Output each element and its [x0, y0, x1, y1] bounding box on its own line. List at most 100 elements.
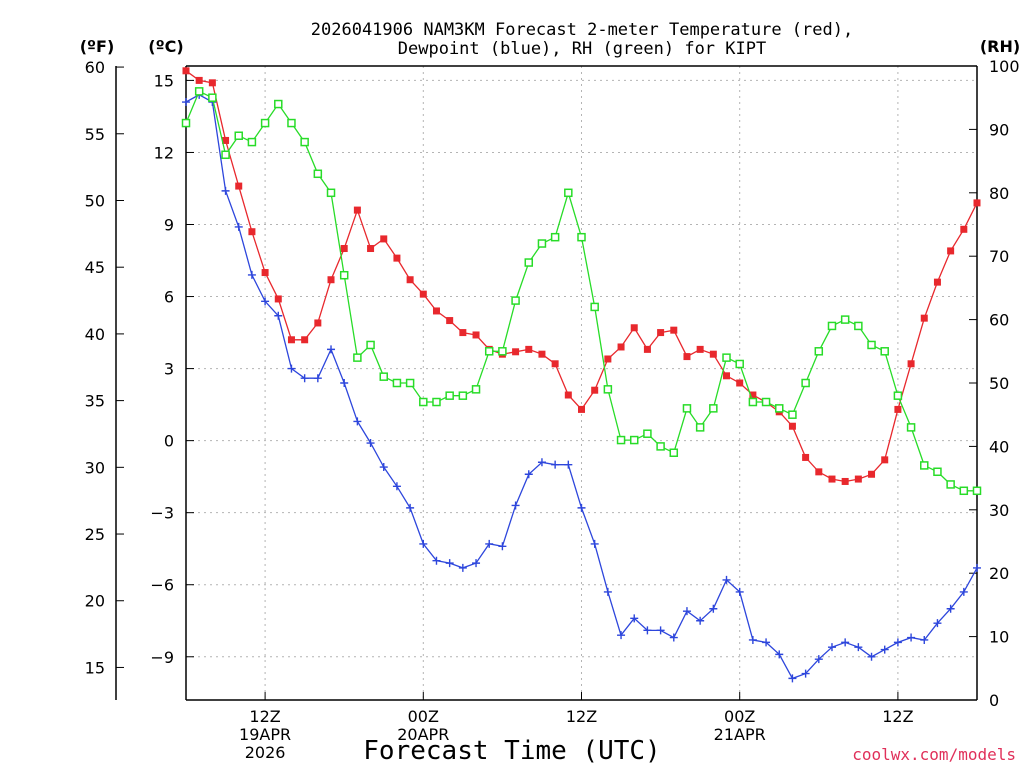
rh-point: [669, 448, 679, 457]
temperature-point: [274, 295, 282, 303]
dewpoint-point: [419, 539, 428, 548]
temperature-point: [881, 456, 889, 464]
rh-point: [353, 353, 362, 362]
rh-point: [498, 347, 507, 356]
temperature-point: [380, 235, 388, 243]
rh-point: [221, 150, 230, 160]
rh-point: [709, 404, 718, 413]
rh-point: [854, 321, 863, 331]
series-1: [182, 90, 981, 683]
rh-tick-label: 40: [989, 437, 1009, 456]
temperature-point: [907, 360, 915, 368]
temperature-point: [709, 350, 717, 358]
x-tick-label: 2026: [245, 743, 286, 762]
celsius-tick-label: −9: [150, 648, 174, 667]
dewpoint-point: [406, 503, 415, 512]
temperature-point: [736, 379, 744, 387]
temperature-point: [459, 329, 467, 337]
temperature-point: [235, 182, 243, 190]
dewpoint-point: [762, 638, 771, 647]
dewpoint-point: [300, 374, 309, 383]
rh-point: [274, 99, 283, 109]
dewpoint-point: [880, 645, 889, 654]
x-tick-label: 21APR: [714, 725, 766, 744]
temperature-point: [749, 391, 757, 399]
x-tick-label: 20APR: [397, 725, 449, 744]
rh-point: [366, 340, 375, 350]
dewpoint-point: [973, 563, 981, 572]
dewpoint-point: [247, 270, 256, 279]
rh-point: [484, 347, 494, 356]
fahrenheit-tick-label: 30: [85, 458, 105, 477]
temperature-point: [630, 324, 638, 332]
celsius-tick-label: 9: [164, 216, 174, 235]
rh-point: [827, 321, 837, 331]
temperature-point: [261, 269, 269, 277]
rh-point: [313, 169, 323, 179]
rh-point: [893, 391, 903, 400]
temperature-point: [947, 247, 955, 255]
rh-point: [405, 378, 415, 388]
dewpoint-point: [366, 439, 375, 448]
fahrenheit-tick-label: 20: [85, 592, 105, 611]
rh-point: [247, 137, 257, 147]
dewpoint-point: [472, 559, 481, 568]
dewpoint-point: [959, 587, 968, 596]
rh-point: [577, 232, 586, 242]
rh-point: [643, 429, 652, 438]
rh-point: [775, 404, 784, 413]
temperature-point: [683, 353, 691, 361]
x-tick-label: 00Z: [408, 707, 439, 726]
rh-point: [735, 359, 744, 369]
temperature-point: [841, 477, 849, 485]
rh-point: [458, 391, 468, 400]
temperature-point: [828, 475, 836, 483]
rh-point: [419, 397, 428, 407]
dewpoint-point: [221, 186, 230, 195]
dewpoint-point: [577, 503, 586, 512]
rh-tick-label: 10: [989, 628, 1009, 647]
rh-point: [300, 137, 309, 147]
temperature-point: [960, 225, 968, 233]
rh-tick-label: 100: [989, 57, 1020, 76]
dewpoint-point: [340, 379, 349, 387]
rh-point: [722, 353, 731, 362]
dewpoint-point: [867, 652, 876, 661]
dewpoint-point: [603, 587, 612, 596]
fahrenheit-tick-label: 50: [85, 191, 105, 210]
dewpoint-point: [234, 222, 243, 231]
x-tick-label: 12Z: [249, 707, 280, 726]
dewpoint-point: [893, 638, 902, 647]
temperature-point: [182, 67, 190, 75]
celsius-unit-label: (ºC): [148, 37, 183, 56]
rh-point: [339, 270, 349, 280]
rh-point: [445, 391, 454, 400]
dewpoint-point: [696, 616, 705, 625]
dewpoint-point: [643, 626, 652, 635]
temperature-point: [446, 317, 454, 325]
axes: [115, 65, 978, 701]
rh-point: [208, 93, 217, 102]
rh-point: [801, 378, 810, 388]
chart-title-line1: 2026041906 NAM3KM Forecast 2-meter Tempe…: [311, 20, 853, 40]
dewpoint-point: [748, 635, 757, 644]
rh-tick-label: 60: [989, 311, 1009, 330]
rh-point: [959, 486, 969, 496]
temperature-point: [815, 468, 823, 476]
rh-point: [590, 302, 599, 312]
dewpoint-point: [722, 575, 731, 584]
dewpoint-point: [261, 297, 270, 306]
site-credit: coolwx.com/models: [852, 745, 1016, 764]
celsius-tick-label: 3: [164, 360, 174, 379]
rh-point: [432, 397, 441, 407]
rh-point: [524, 258, 534, 267]
data-series: [181, 67, 982, 683]
dewpoint-point: [379, 463, 388, 472]
rh-point: [603, 385, 613, 394]
dewpoint-point: [537, 458, 546, 467]
x-tick-label: 00Z: [724, 707, 755, 726]
dewpoint-point: [827, 643, 836, 652]
dewpoint-point: [735, 587, 744, 596]
temperature-point: [287, 336, 295, 344]
